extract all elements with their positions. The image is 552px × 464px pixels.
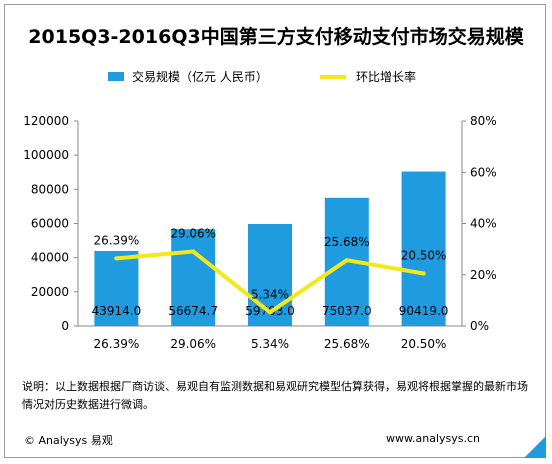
- growth-rate-point: [344, 258, 349, 263]
- chart-note: 说明：以上数据根据厂商访谈、易观自有监测数据和易观研究模型估算获得，易观将根据掌…: [22, 380, 528, 411]
- bar: [171, 229, 216, 326]
- left-tick-label: 80000: [31, 182, 69, 196]
- x-category-label: 25.68%: [324, 337, 370, 351]
- right-tick-label: 40%: [470, 217, 497, 231]
- growth-rate-label: 29.06%: [170, 227, 216, 241]
- legend: 交易规模（亿元 人民币） 环比增长率: [0, 66, 552, 86]
- bar-value-label: 56674.7: [168, 304, 218, 318]
- legend-line-label: 环比增长率: [356, 70, 417, 84]
- growth-rate-point: [191, 249, 196, 254]
- x-category-label: 20.50%: [401, 337, 447, 351]
- growth-rate-point: [268, 310, 272, 315]
- growth-rate-label: 5.34%: [251, 287, 289, 301]
- left-tick-label: 40000: [31, 251, 69, 265]
- x-category-label: 29.06%: [170, 337, 216, 351]
- x-category-label: 5.34%: [251, 337, 289, 351]
- growth-rate-point: [114, 256, 119, 261]
- chart-title: 2015Q3-2016Q3中国第三方支付移动支付市场交易规模: [28, 26, 524, 48]
- left-tick-label: 100000: [23, 148, 69, 162]
- right-tick-label: 60%: [470, 165, 497, 179]
- growth-rate-label: 26.39%: [94, 233, 140, 247]
- right-tick-label: 20%: [470, 268, 497, 282]
- bar: [248, 224, 292, 326]
- x-category-label: 26.39%: [94, 337, 140, 351]
- growth-rate-label: 25.68%: [324, 235, 370, 249]
- left-tick-label: 20000: [31, 285, 69, 299]
- growth-rate-point: [421, 271, 426, 276]
- right-tick-label: 0%: [470, 319, 489, 333]
- bar: [94, 250, 139, 326]
- growth-rate-label: 20.50%: [401, 248, 447, 262]
- left-tick-label: 120000: [23, 114, 69, 128]
- left-tick-label: 0: [61, 319, 69, 333]
- legend-line-swatch: [320, 75, 346, 79]
- left-tick-label: 60000: [31, 217, 69, 231]
- bar-value-label: 43914.0: [92, 304, 142, 318]
- legend-bar-swatch: [108, 72, 124, 81]
- footer-url: www.analysys.cn: [386, 432, 480, 445]
- corner-mark: [524, 436, 546, 458]
- footer-copyright: © Analysys 易观: [24, 434, 113, 447]
- bar: [401, 171, 446, 326]
- legend-bar-label: 交易规模（亿元 人民币）: [132, 70, 268, 84]
- bar-value-label: 90419.0: [399, 304, 449, 318]
- bar-value-label: 75037.0: [322, 304, 372, 318]
- right-tick-label: 80%: [470, 114, 497, 128]
